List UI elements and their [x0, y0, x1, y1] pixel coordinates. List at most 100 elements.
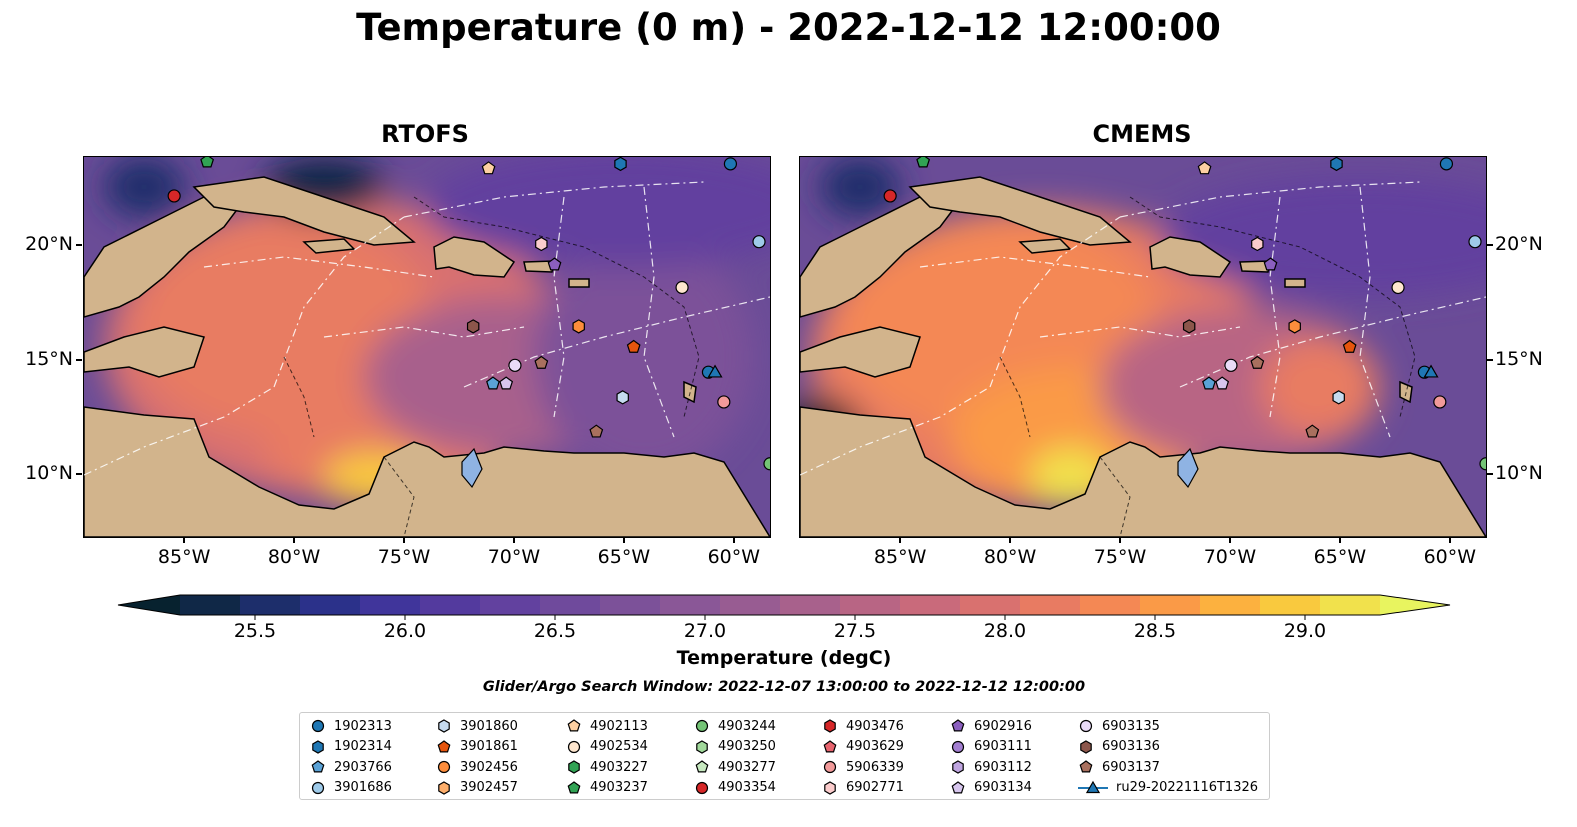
map-panel-rtofs[interactable] — [83, 156, 771, 538]
float-marker — [1479, 457, 1486, 471]
legend-marker-icon — [437, 739, 451, 752]
float-marker — [752, 235, 766, 249]
legend-marker-icon — [952, 760, 964, 774]
colorbar-tick-label: 29.0 — [1284, 620, 1326, 642]
legend-label: 4903476 — [846, 718, 904, 734]
float-marker — [167, 189, 181, 203]
float-marker — [1215, 376, 1230, 390]
lon-tick-label: 70°W — [1203, 546, 1257, 568]
legend-item: 4903354 — [694, 778, 776, 798]
float-marker — [1468, 235, 1482, 249]
legend-item: 6903135 — [1078, 716, 1160, 736]
legend-label: 5906339 — [846, 759, 904, 775]
legend-item: 4902534 — [566, 737, 648, 757]
colorbar-segment — [900, 595, 961, 615]
legend-label: 3901861 — [460, 739, 518, 754]
legend-label: 6903135 — [1102, 718, 1160, 734]
float-marker — [572, 319, 585, 334]
lat-tick — [1487, 244, 1493, 247]
lon-tick — [512, 537, 515, 543]
float-marker — [717, 395, 731, 409]
legend-label: 6903136 — [1102, 739, 1160, 754]
legend-label: 3902456 — [460, 759, 518, 775]
float-marker — [534, 355, 549, 369]
search-window-text: Glider/Argo Search Window: 2022-12-07 13… — [482, 679, 1086, 695]
legend-marker-icon — [312, 739, 324, 754]
colorbar: 25.5 26.0 26.5 27.0 27.5 28.0 28.5 29.0 — [117, 594, 1451, 642]
map-panel-cmems[interactable] — [799, 156, 1487, 538]
legend-marker-icon — [438, 780, 450, 795]
lon-tick-label: 80°W — [267, 546, 321, 568]
legend-label: 6902771 — [846, 780, 904, 795]
legend-label: 3902457 — [460, 780, 518, 795]
float-marker — [466, 319, 480, 334]
legend-label: 6903111 — [974, 739, 1032, 754]
lat-tick-label: 10°N — [1495, 462, 1543, 485]
lat-tick-label: 20°N — [1495, 233, 1543, 256]
colorbar-segment — [720, 595, 781, 615]
lat-tick — [76, 358, 82, 361]
legend-label: 6902916 — [974, 718, 1032, 734]
legend-item: 1902314 — [310, 737, 392, 757]
lat-tick-label: 10°N — [25, 462, 73, 485]
legend-label: 4903244 — [718, 718, 776, 734]
legend-label: 2903766 — [334, 759, 392, 775]
legend-item: 3901861 — [436, 737, 518, 757]
legend-label: 6903112 — [974, 759, 1032, 775]
lon-tick-label: 70°W — [487, 546, 541, 568]
legend-item: 6903137 — [1078, 757, 1160, 777]
colorbar-tick-label: 27.0 — [684, 620, 726, 642]
float-marker — [1288, 319, 1301, 334]
float-marker — [499, 376, 514, 390]
float-marker — [1439, 157, 1454, 171]
float-marker — [547, 257, 562, 271]
map-canvas-rtofs — [84, 157, 770, 537]
legend-item: 3901686 — [310, 778, 392, 798]
legend-marker-icon — [951, 780, 965, 793]
lon-tick-label: 85°W — [157, 546, 211, 568]
legend-marker-icon — [824, 719, 836, 733]
lon-tick — [1119, 537, 1121, 543]
float-marker — [1330, 157, 1343, 172]
legend-item: 3902457 — [436, 778, 518, 798]
legend-marker-icon — [567, 740, 581, 753]
legend-marker-icon — [1080, 739, 1092, 754]
legend-item: 4903244 — [694, 716, 776, 736]
lon-tick — [622, 537, 625, 543]
colorbar-tick-label: 26.0 — [384, 620, 426, 642]
legend-item: ru29-20221116T1326 — [1078, 778, 1258, 798]
float-marker — [1305, 424, 1320, 438]
colorbar-segment — [300, 595, 361, 615]
float-marker — [1332, 390, 1345, 405]
legend-item: 4903476 — [822, 716, 904, 736]
legend: 1902313 1902314 2903766 3901686 3901860 39018… — [299, 712, 1270, 800]
float-marker — [1224, 358, 1238, 372]
float-markers-cmems — [883, 157, 1486, 471]
colorbar-tick-label: 27.5 — [834, 620, 876, 642]
colorbar-segment — [660, 595, 721, 615]
legend-marker-icon — [311, 781, 325, 794]
colorbar-tick-label: 25.5 — [234, 620, 276, 642]
lon-tick-label: 80°W — [983, 546, 1037, 568]
legend-item: 6903134 — [950, 778, 1032, 798]
float-marker — [614, 157, 627, 172]
float-marker — [707, 364, 723, 378]
legend-marker-icon — [567, 780, 581, 793]
lat-tick-label: 20°N — [25, 233, 73, 256]
colorbar-segment — [480, 595, 541, 615]
colorbar-segment — [540, 595, 601, 615]
legend-item: 6903136 — [1078, 737, 1160, 757]
legend-label: ru29-20221116T1326 — [1116, 780, 1259, 795]
colorbar-segment — [1260, 595, 1321, 615]
legend-label: 4903250 — [718, 739, 776, 754]
legend-item: 4903277 — [694, 757, 776, 777]
legend-label: 4902534 — [590, 739, 648, 754]
lat-tick — [1487, 473, 1493, 476]
colorbar-extend-high — [1380, 595, 1450, 615]
panel-title-cmems: CMEMS — [1092, 120, 1192, 148]
colorbar-segment — [420, 595, 481, 615]
legend-label: 3901686 — [334, 780, 392, 795]
legend-item: 4903250 — [694, 737, 776, 757]
legend-label: 4903227 — [590, 759, 648, 775]
legend-marker-icon — [823, 739, 837, 752]
